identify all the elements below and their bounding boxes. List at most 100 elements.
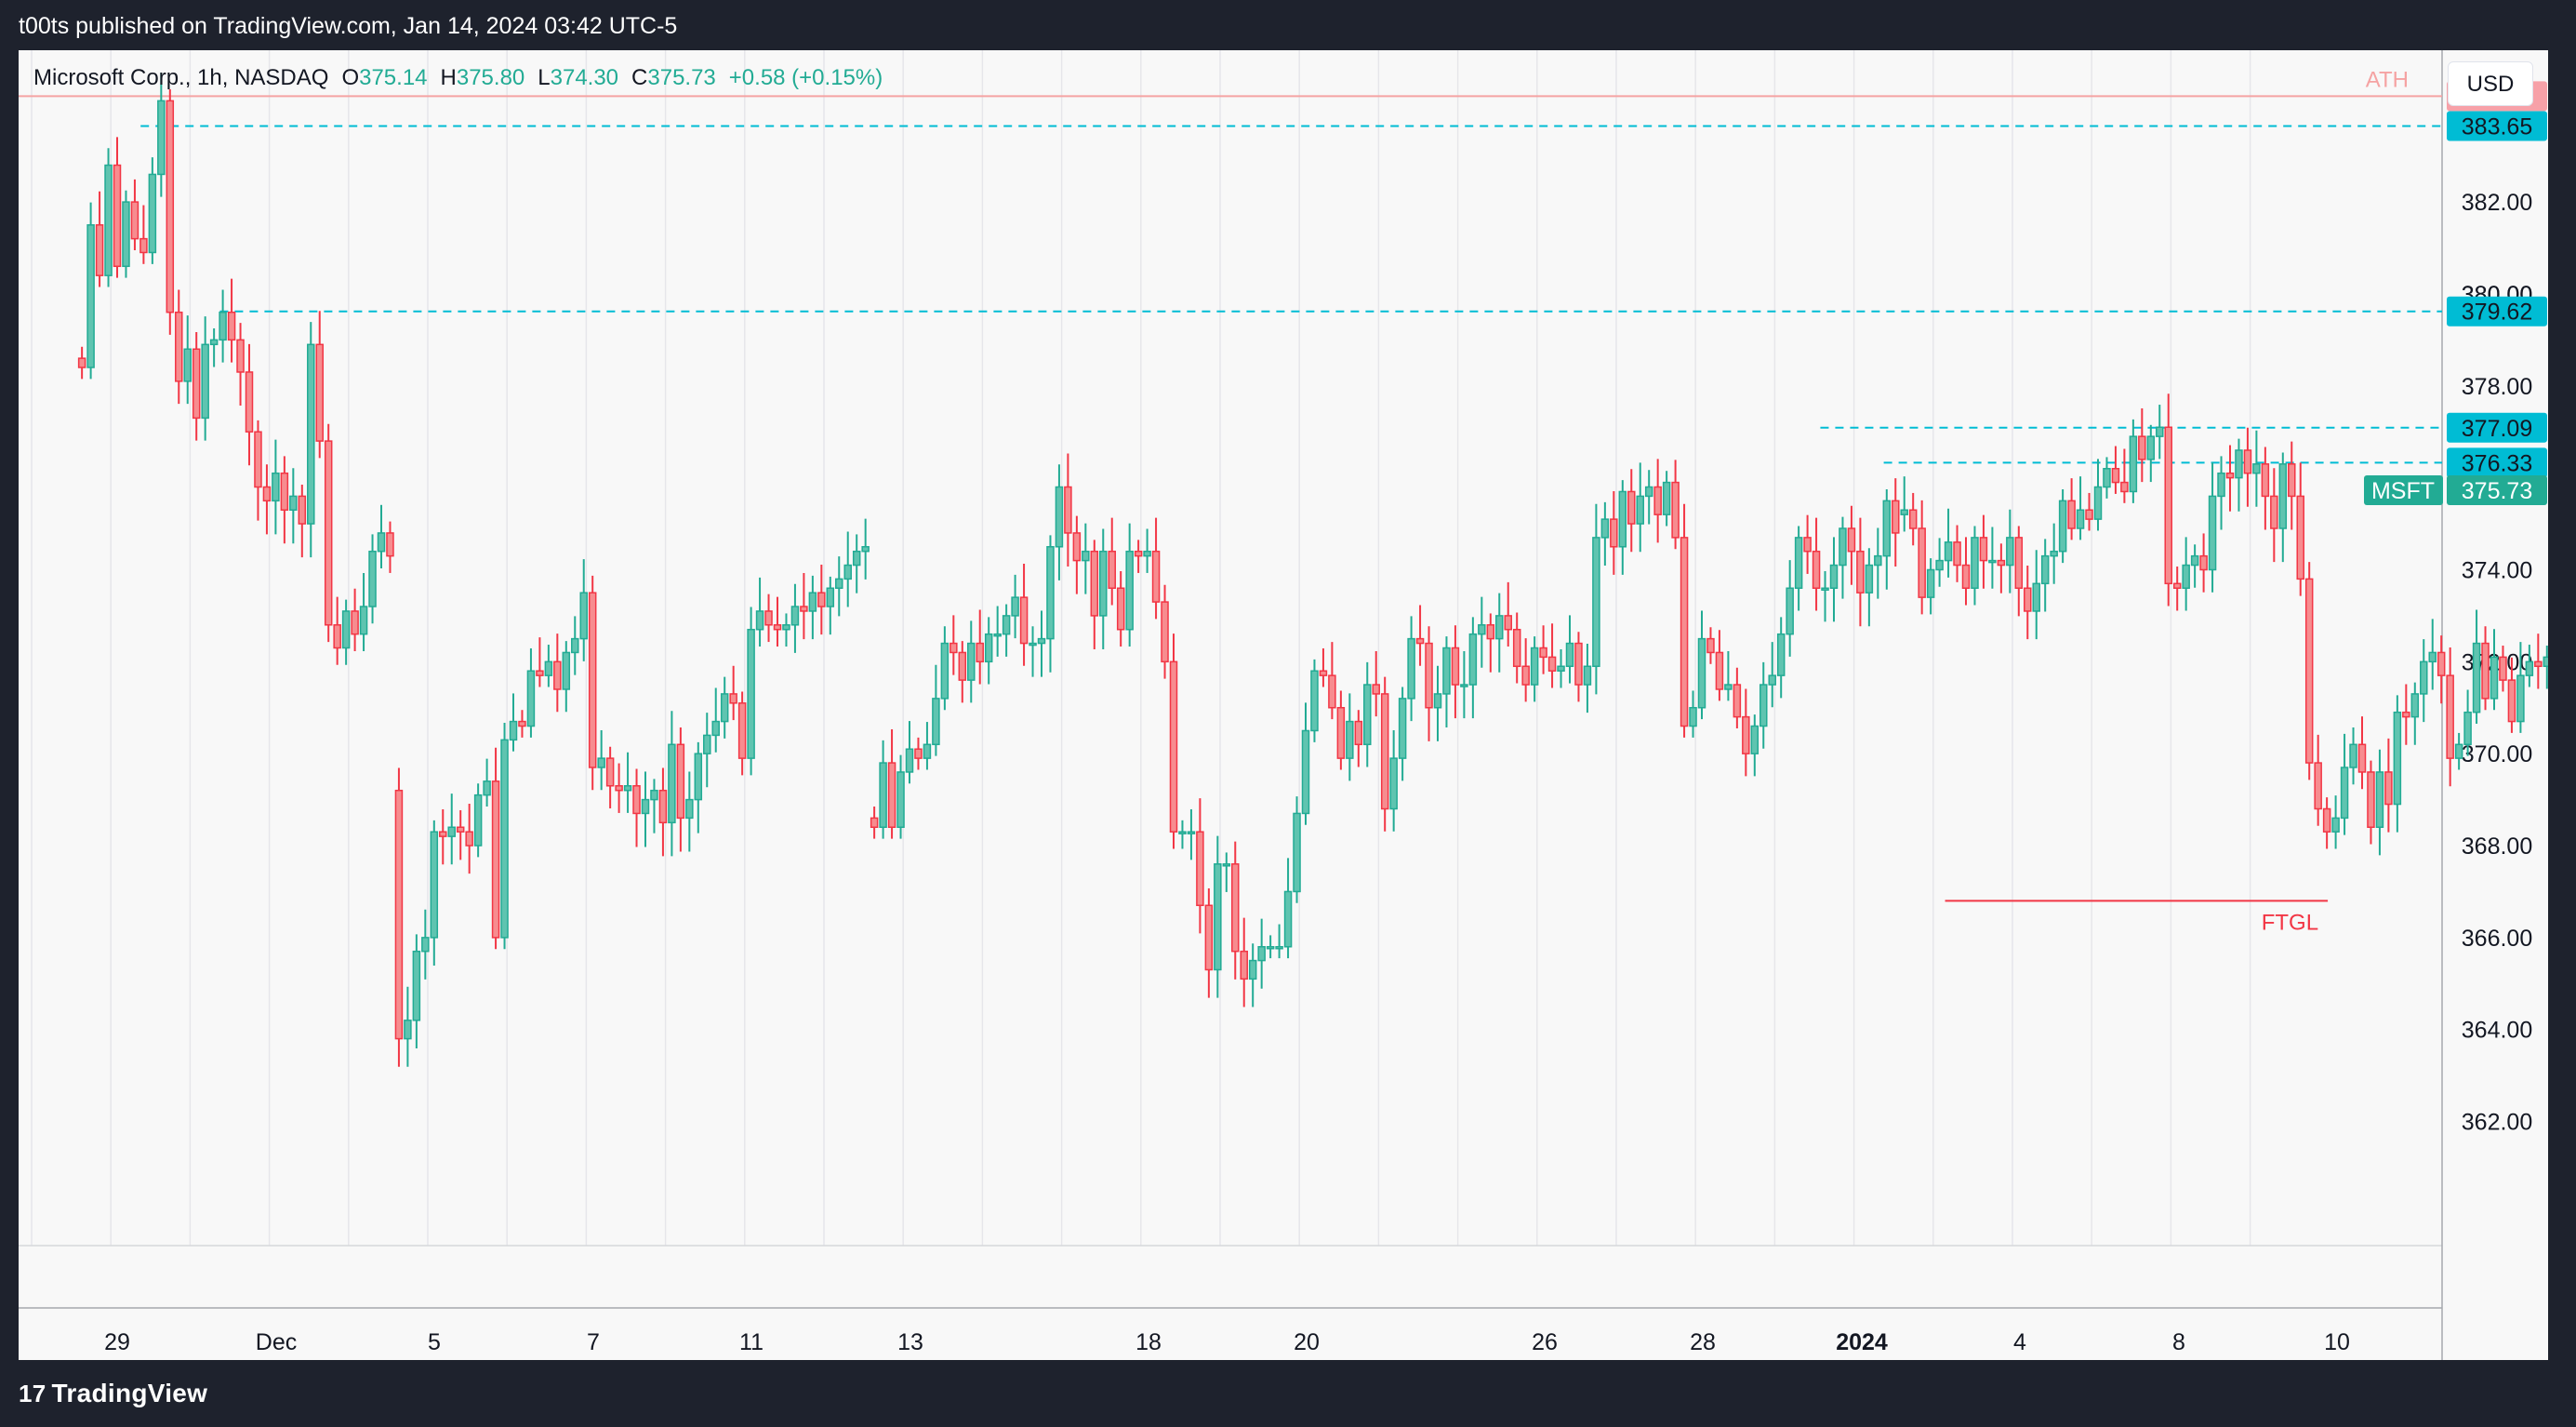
candle[interactable]	[2322, 807, 2331, 833]
candle[interactable]	[1768, 674, 1776, 686]
candle[interactable]	[1143, 550, 1151, 557]
candle[interactable]	[1600, 518, 1610, 539]
candle[interactable]	[2182, 564, 2190, 589]
candle[interactable]	[2296, 495, 2304, 580]
candle[interactable]	[2349, 743, 2357, 768]
candle[interactable]	[1918, 527, 1926, 598]
candle[interactable]	[1116, 587, 1125, 631]
candle[interactable]	[1134, 550, 1143, 557]
candle[interactable]	[1812, 550, 1821, 590]
candle[interactable]	[2235, 449, 2243, 479]
candle[interactable]	[2543, 656, 2548, 668]
candle[interactable]	[658, 789, 668, 824]
candle[interactable]	[1874, 554, 1882, 567]
candle[interactable]	[755, 610, 764, 631]
candle[interactable]	[1037, 637, 1046, 645]
candle[interactable]	[1380, 693, 1389, 810]
candle[interactable]	[1336, 707, 1346, 759]
candle[interactable]	[1512, 628, 1521, 668]
candle[interactable]	[359, 606, 368, 635]
candle[interactable]	[404, 1020, 412, 1040]
candle[interactable]	[1759, 684, 1768, 727]
candle[interactable]	[1988, 559, 1997, 564]
candle[interactable]	[1248, 959, 1257, 980]
candle[interactable]	[2472, 642, 2481, 714]
candle[interactable]	[852, 550, 861, 567]
candle[interactable]	[782, 624, 790, 631]
candle[interactable]	[1257, 946, 1266, 962]
candle[interactable]	[1046, 546, 1055, 640]
candle[interactable]	[377, 532, 386, 553]
candle[interactable]	[1029, 642, 1037, 647]
candle[interactable]	[439, 831, 447, 837]
candle[interactable]	[2050, 550, 2058, 557]
candle[interactable]	[1547, 656, 1557, 672]
candle[interactable]	[1908, 509, 1918, 529]
candle[interactable]	[1697, 637, 1706, 709]
candle[interactable]	[958, 651, 967, 681]
candle[interactable]	[1900, 509, 1908, 515]
candle[interactable]	[1363, 684, 1372, 746]
candle[interactable]	[2225, 472, 2235, 479]
candle[interactable]	[923, 743, 932, 759]
candle[interactable]	[817, 592, 826, 607]
candle[interactable]	[113, 164, 122, 268]
candle[interactable]	[1944, 541, 1953, 562]
candle[interactable]	[1706, 637, 1715, 654]
candle[interactable]	[2058, 500, 2067, 553]
candle[interactable]	[703, 734, 711, 754]
candle[interactable]	[1935, 559, 1944, 571]
candle[interactable]	[245, 371, 254, 433]
candle[interactable]	[1231, 863, 1240, 953]
candle[interactable]	[967, 642, 976, 681]
candle[interactable]	[1583, 665, 1592, 686]
candle[interactable]	[1671, 481, 1680, 539]
candle[interactable]	[1151, 550, 1161, 603]
candle[interactable]	[1214, 863, 1222, 971]
candle[interactable]	[1733, 684, 1742, 718]
candle[interactable]	[870, 817, 879, 828]
candle[interactable]	[1662, 481, 1671, 515]
candle[interactable]	[1389, 757, 1398, 810]
candle[interactable]	[2006, 537, 2014, 567]
candle[interactable]	[509, 720, 518, 741]
candle[interactable]	[685, 798, 694, 820]
candle[interactable]	[2243, 449, 2252, 474]
candle[interactable]	[1222, 863, 1231, 867]
candle[interactable]	[2534, 660, 2543, 668]
candle[interactable]	[976, 642, 984, 663]
candle[interactable]	[1618, 490, 1627, 548]
candle[interactable]	[148, 173, 157, 254]
candle[interactable]	[1055, 486, 1064, 548]
candle[interactable]	[473, 794, 483, 847]
candle[interactable]	[456, 826, 465, 833]
candle[interactable]	[1680, 537, 1689, 727]
candle[interactable]	[1099, 550, 1108, 617]
candle[interactable]	[307, 343, 315, 525]
candle[interactable]	[2120, 481, 2129, 493]
candle[interactable]	[800, 606, 808, 612]
candle[interactable]	[914, 748, 923, 759]
candle[interactable]	[1319, 670, 1328, 676]
candle[interactable]	[2410, 693, 2420, 718]
candle[interactable]	[421, 937, 430, 953]
candle[interactable]	[157, 100, 166, 176]
candle[interactable]	[2208, 495, 2217, 571]
candle[interactable]	[2252, 463, 2261, 474]
candle[interactable]	[1072, 532, 1082, 562]
candle[interactable]	[104, 164, 113, 276]
candle[interactable]	[2270, 495, 2278, 529]
candle[interactable]	[1592, 537, 1600, 668]
candle[interactable]	[1724, 684, 1733, 690]
candle[interactable]	[280, 472, 289, 511]
candle[interactable]	[219, 311, 227, 341]
candle[interactable]	[77, 357, 86, 368]
candle[interactable]	[175, 311, 183, 382]
candle[interactable]	[1565, 642, 1574, 668]
candle[interactable]	[1636, 495, 1644, 525]
candle[interactable]	[879, 762, 887, 828]
candle[interactable]	[2138, 435, 2146, 460]
candle[interactable]	[1750, 725, 1759, 754]
candle[interactable]	[2156, 426, 2164, 437]
candle[interactable]	[694, 753, 703, 801]
